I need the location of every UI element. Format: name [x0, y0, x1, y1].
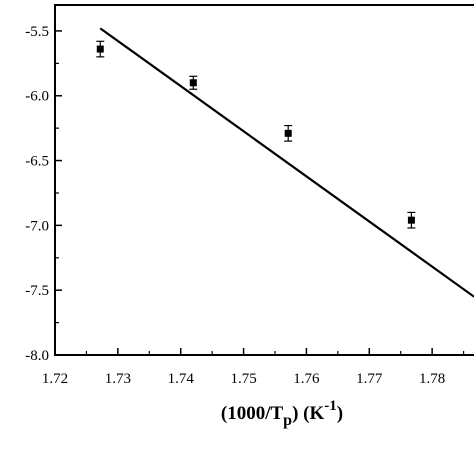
- y-tick-label: -8.0: [25, 348, 49, 364]
- data-point-marker: [284, 129, 292, 137]
- fit-line: [99, 27, 474, 298]
- x-axis-title-main: (1000/T: [221, 403, 284, 424]
- x-axis-title-superscript: -1: [324, 398, 337, 414]
- y-tick-label: -6.5: [25, 154, 49, 170]
- x-tick-label: 1.76: [293, 371, 320, 387]
- plot-frame: [54, 4, 474, 356]
- x-axis-title-close: ): [337, 403, 343, 424]
- data-point-marker: [189, 79, 197, 87]
- x-tick-label: 1.74: [168, 371, 195, 387]
- x-axis-ticks: 1.721.731.741.751.761.771.781.79: [42, 348, 465, 387]
- x-axis-title-unit: ) (K: [292, 403, 324, 424]
- data-point-marker: [96, 45, 104, 53]
- x-axis-title-subscript: p: [283, 412, 292, 429]
- x-tick-label: 1.72: [42, 371, 68, 387]
- x-tick-label: 1.78: [419, 371, 445, 387]
- fit-line-group: [99, 27, 474, 298]
- y-axis-ticks: -8.0 -7.5 -7.0 -6.5 -6.0 -5.5: [25, 24, 62, 364]
- y-tick-label: -7.5: [25, 283, 49, 299]
- y-tick-label: -6.0: [25, 89, 49, 105]
- data-point-marker: [407, 216, 415, 224]
- data-points: [96, 40, 416, 229]
- y-tick-label: -5.5: [25, 24, 49, 40]
- x-tick-label: 1.77: [356, 371, 383, 387]
- x-tick-label: 1.73: [105, 371, 131, 387]
- x-tick-label: 1.75: [230, 371, 256, 387]
- x-axis-title: (1000/Tp) (K-1): [221, 398, 343, 429]
- y-tick-label: -7.0: [25, 218, 49, 234]
